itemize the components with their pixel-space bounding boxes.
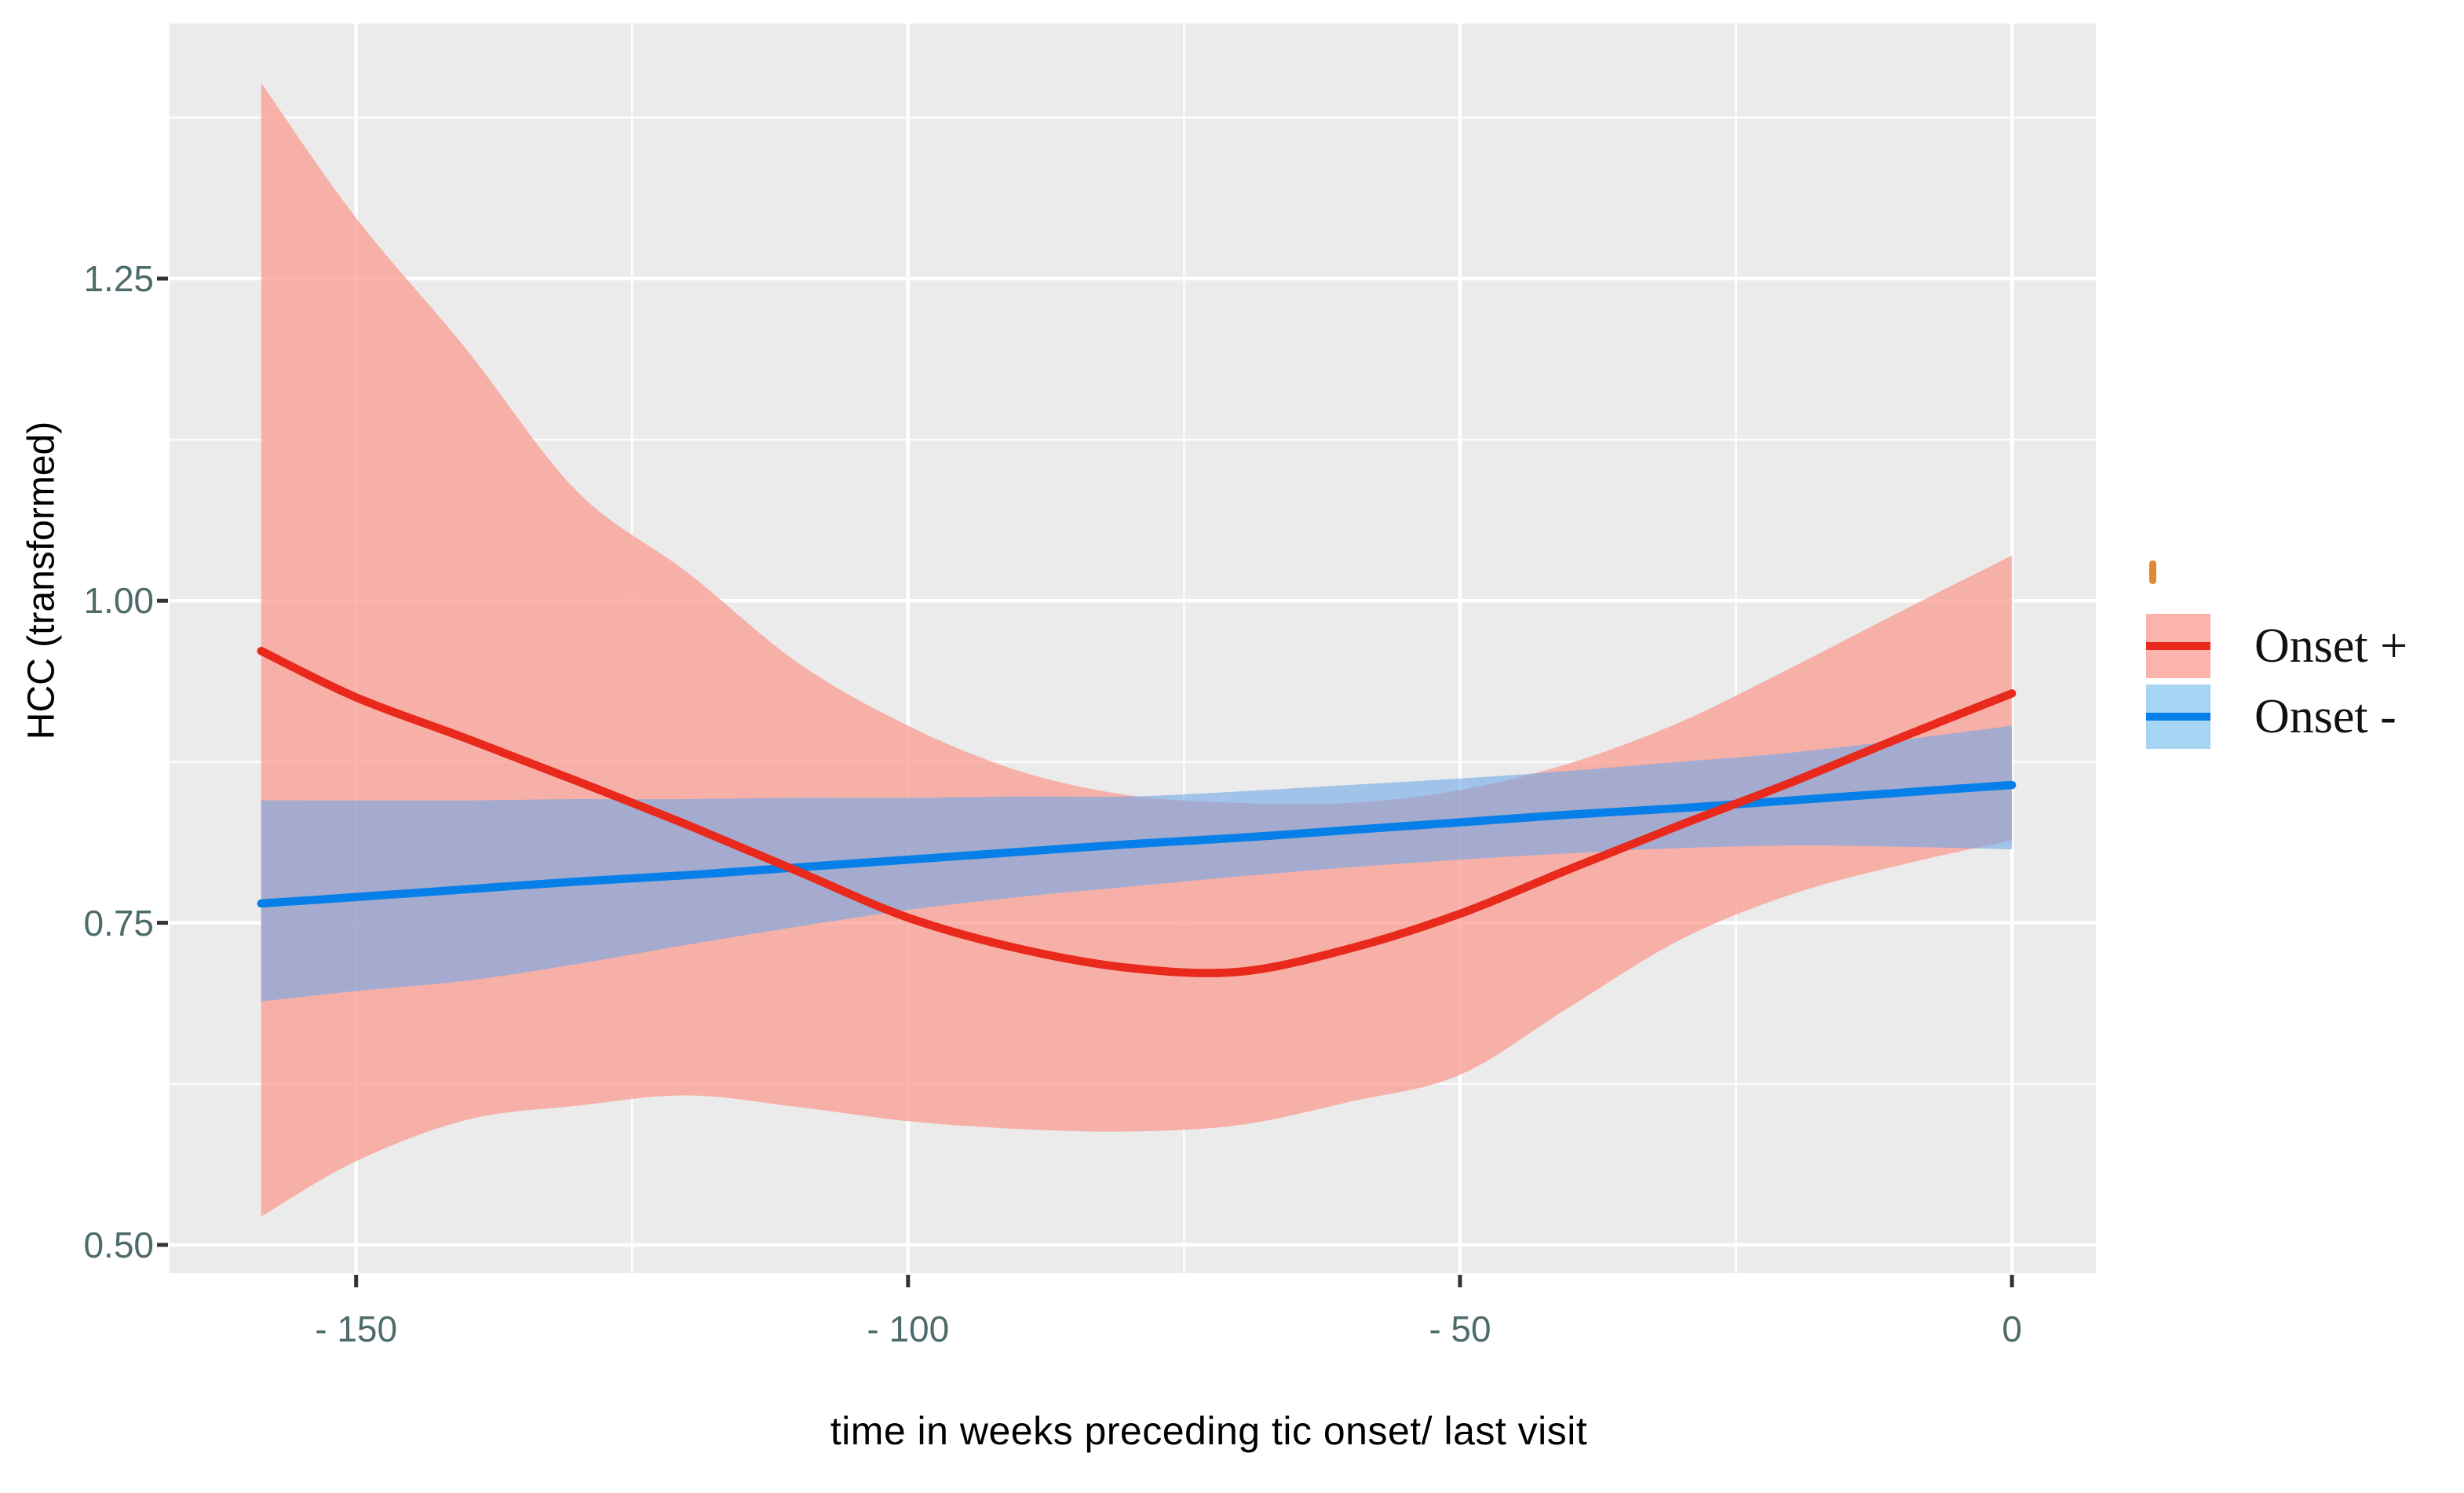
legend-label-onset-minus: Onset - xyxy=(2254,689,2396,743)
x-tick-label: 0 xyxy=(2002,1309,2022,1349)
y-tick-label: 1.25 xyxy=(83,257,154,299)
y-tick-label: 0.75 xyxy=(83,902,154,944)
legend-label-onset-plus: Onset + xyxy=(2254,619,2408,673)
confidence-band-onset-minus xyxy=(261,725,2013,1002)
legend-key-onset-minus-line-icon xyxy=(2146,713,2210,721)
legend-item-onset-plus: Onset + xyxy=(2146,614,2407,678)
trend-line-onset-plus xyxy=(257,647,2017,977)
legend-artifact-mark xyxy=(2149,560,2156,584)
legend-key-onset-minus-swatch xyxy=(2146,684,2210,749)
y-axis-title: HCC (transformed) xyxy=(20,421,63,740)
x-tick-label: - 50 xyxy=(1429,1309,1491,1349)
x-tick-label: - 150 xyxy=(315,1309,398,1349)
legend-items: Onset + Onset - xyxy=(2146,614,2407,755)
trend-line-onset-minus xyxy=(257,780,2017,908)
legend-item-onset-minus: Onset - xyxy=(2146,684,2407,749)
legend-key-onset-plus-line-icon xyxy=(2146,642,2210,650)
y-tick-label: 0.50 xyxy=(83,1224,154,1265)
y-tick-label: 1.00 xyxy=(83,580,154,622)
legend-key-onset-plus-swatch xyxy=(2146,614,2210,678)
x-tick-label: - 100 xyxy=(867,1309,950,1349)
x-axis-title: time in weeks preceding tic onset/ last … xyxy=(830,1409,1588,1453)
